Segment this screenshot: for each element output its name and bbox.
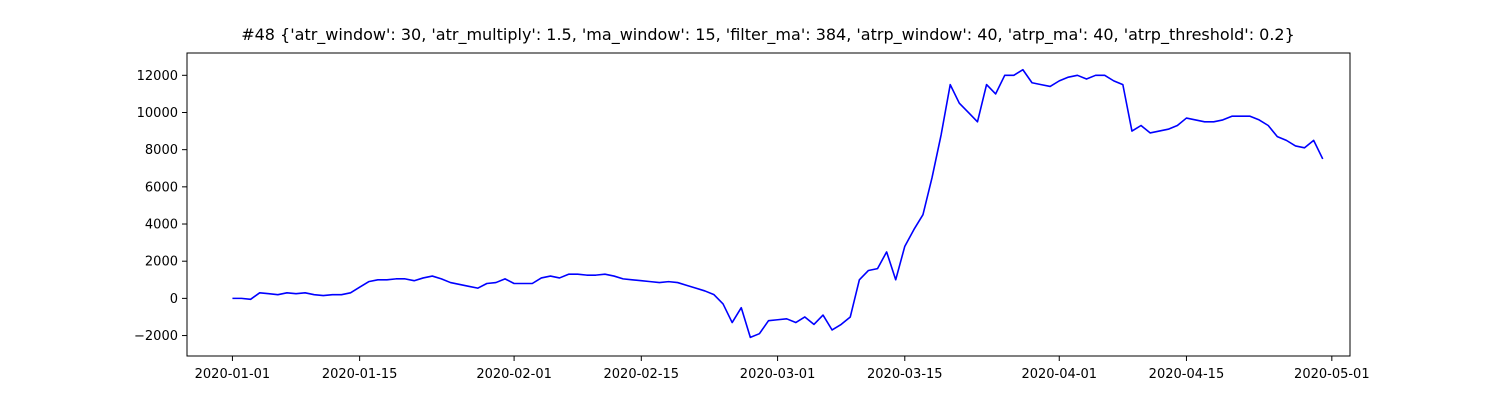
x-tick-label: 2020-04-15 bbox=[1149, 367, 1225, 382]
x-tick-label: 2020-02-01 bbox=[476, 367, 552, 382]
y-tick-label: −2000 bbox=[134, 329, 178, 344]
y-tick-label: 2000 bbox=[145, 255, 178, 270]
x-tick-label: 2020-03-15 bbox=[867, 367, 943, 382]
x-axis: 2020-01-01 2020-01-15 2020-02-01 2020-02-15… bbox=[195, 356, 1370, 382]
y-tick-label: 12000 bbox=[137, 69, 178, 84]
chart-title: #48 {'atr_window': 30, 'atr_multiply': 1… bbox=[241, 25, 1295, 45]
y-tick-label: 6000 bbox=[145, 180, 178, 195]
y-tick-label: 4000 bbox=[145, 218, 178, 233]
y-tick-label: 10000 bbox=[137, 106, 178, 121]
x-tick-label: 2020-05-01 bbox=[1294, 367, 1370, 382]
plot-frame bbox=[186, 52, 1351, 357]
x-tick-label: 2020-03-01 bbox=[740, 367, 816, 382]
y-axis: −2000 0 2000 4000 6000 8000 10000 12000 bbox=[134, 69, 187, 344]
line-layer bbox=[232, 68, 1324, 339]
y-tick-label: 0 bbox=[170, 292, 178, 307]
x-tick-label: 2020-04-01 bbox=[1021, 367, 1097, 382]
y-tick-label: 8000 bbox=[145, 143, 178, 158]
x-tick-label: 2020-01-15 bbox=[322, 367, 398, 382]
x-tick-label: 2020-02-15 bbox=[604, 367, 680, 382]
series-line-0 bbox=[232, 68, 1324, 339]
x-tick-label: 2020-01-01 bbox=[195, 367, 271, 382]
